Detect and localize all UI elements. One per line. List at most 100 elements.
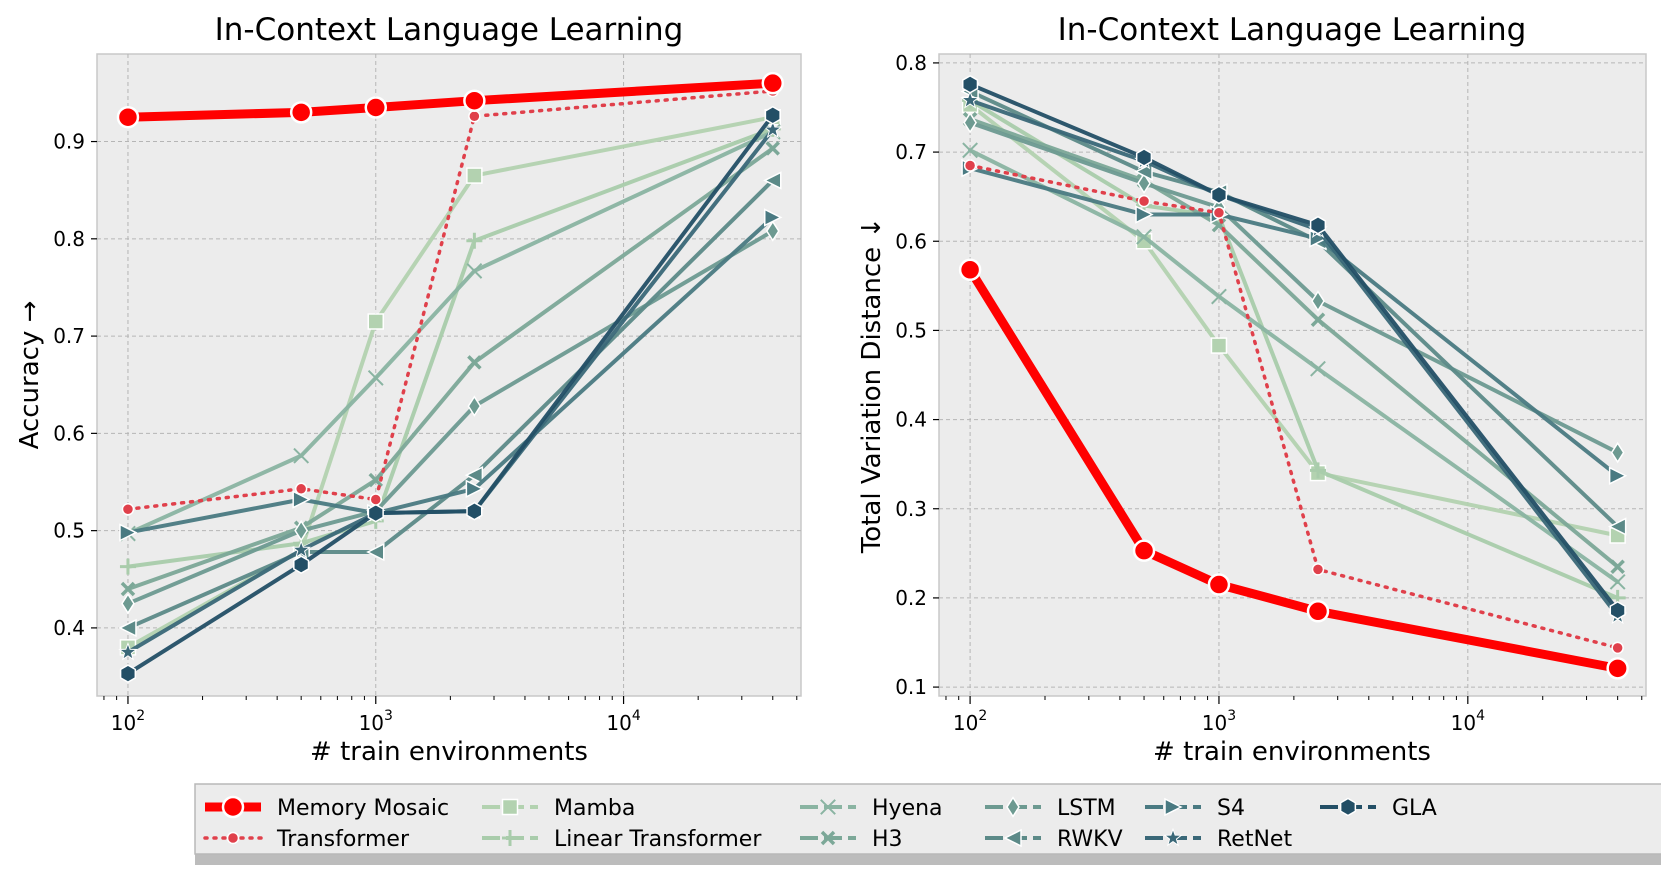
tvd-point-lstm [1610, 441, 1625, 464]
tvd-point-memory-mosaic [1606, 657, 1629, 680]
accuracy-point-h3 [467, 355, 482, 370]
accuracy-point-linear-transformer [119, 558, 136, 575]
legend-marker-lstm [1006, 796, 1020, 818]
legend-marker-h3 [820, 830, 836, 846]
accuracy-point-gla [466, 501, 483, 521]
accuracy-point-memory-mosaic [364, 96, 388, 119]
accuracy-point-transformer [369, 493, 383, 506]
accuracy-y-tick-label: 0.9 [53, 130, 85, 154]
legend-marker-hyena [820, 799, 836, 815]
tvd-gridlines [939, 54, 1646, 696]
accuracy-point-retnet [762, 119, 783, 139]
accuracy-y-tick-label: 0.4 [53, 616, 85, 640]
accuracy-point-lstm [765, 220, 780, 242]
accuracy-x-tick-label: 102 [111, 708, 145, 735]
accuracy-point-rwkv [763, 171, 782, 190]
tvd-point-s4 [1608, 466, 1628, 485]
tvd-y-tick-label: 0.5 [895, 318, 927, 342]
legend: Memory Mosaic Transformer Mamba Linear Tran… [194, 783, 1661, 865]
tvd-point-lstm [1137, 172, 1151, 195]
tvd-x-tick-label: 103 [1202, 708, 1236, 735]
legend-label-hyena: Hyena [872, 796, 943, 821]
accuracy-point-transformer [121, 502, 135, 516]
tvd-point-memory-mosaic [1207, 573, 1231, 596]
legend-marker-linear-transformer [502, 830, 518, 846]
tvd-ticks: 0.1 0.2 0.3 0.4 0.5 0.6 0.7 0.8 102 103 104 [895, 51, 1643, 735]
accuracy-y-tick-label: 0.7 [53, 324, 85, 348]
accuracy-point-linear-transformer [466, 232, 483, 249]
legend-label-gla: GLA [1392, 796, 1437, 821]
tvd-x-axis-label: # train environments [1153, 737, 1431, 767]
accuracy-x-tick-label: 103 [359, 708, 393, 735]
legend-marker-retnet [1163, 827, 1183, 847]
tvd-chart: 0.1 0.2 0.3 0.4 0.5 0.6 0.7 0.8 102 103 104 In-Con… [857, 12, 1647, 767]
tvd-point-retnet [960, 90, 980, 109]
legend-label-rwkv: RWKV [1057, 827, 1123, 852]
accuracy-point-gla [119, 664, 137, 683]
tvd-x-tick-label: 104 [1451, 708, 1485, 735]
legend-marker-memory-mosaic [221, 795, 245, 819]
tvd-y-tick-label: 0.2 [895, 586, 927, 610]
tvd-y-tick-label: 0.1 [895, 675, 927, 699]
legend-label-mamba: Mamba [554, 796, 635, 821]
accuracy-point-memory-mosaic [761, 71, 785, 95]
tvd-point-transformer [1212, 206, 1226, 219]
accuracy-x-tick-label: 104 [606, 708, 640, 735]
accuracy-chart-title: In-Context Language Learning [215, 12, 684, 48]
accuracy-y-axis-label: Accuracy → [15, 301, 45, 450]
legend-label-transformer: Transformer [276, 827, 410, 852]
legend-marker-rwkv [1003, 828, 1022, 848]
accuracy-series-line-transformer [126, 89, 775, 511]
accuracy-point-retnet [118, 641, 138, 661]
accuracy-y-tick-label: 0.6 [53, 421, 85, 445]
tvd-point-hyena [1211, 288, 1227, 305]
accuracy-point-s4 [764, 208, 783, 227]
legend-label-linear-transformer: Linear Transformer [554, 827, 762, 852]
legend-label-retnet: RetNet [1217, 827, 1292, 852]
tvd-point-gla [1210, 185, 1228, 205]
tvd-point-transformer [963, 159, 977, 172]
accuracy-point-hyena [466, 263, 483, 279]
accuracy-point-gla [293, 555, 310, 575]
accuracy-plot-area [96, 53, 802, 697]
tvd-y-tick-label: 0.4 [895, 408, 927, 432]
accuracy-point-s4 [292, 490, 311, 509]
tvd-y-tick-label: 0.3 [895, 497, 927, 521]
legend-marker-gla [1339, 797, 1357, 817]
tvd-chart-title: In-Context Language Learning [1058, 12, 1527, 48]
accuracy-point-s4 [119, 523, 138, 542]
accuracy-point-memory-mosaic [289, 101, 313, 124]
tvd-y-tick-label: 0.7 [895, 140, 927, 164]
legend-marker-transformer [226, 831, 240, 845]
accuracy-point-rwkv [118, 618, 137, 638]
tvd-point-gla [1135, 148, 1153, 167]
accuracy-series [116, 71, 785, 683]
legend-box [194, 783, 1661, 855]
tvd-plot-area [938, 53, 1647, 697]
tvd-point-linear-transformer [1309, 462, 1326, 479]
legend-label-h3: H3 [872, 827, 903, 852]
accuracy-x-axis-label: # train environments [310, 737, 588, 767]
tvd-point-transformer [1611, 641, 1624, 655]
accuracy-point-mamba [466, 167, 483, 184]
accuracy-point-h3 [368, 472, 384, 488]
accuracy-point-s4 [465, 479, 485, 499]
accuracy-point-transformer [468, 110, 481, 123]
tvd-point-memory-mosaic [1306, 600, 1330, 623]
accuracy-point-transformer [294, 482, 308, 496]
accuracy-point-retnet [291, 539, 311, 559]
accuracy-chart: 0.4 0.5 0.6 0.7 0.8 0.9 102 103 104 In-Context L… [15, 12, 802, 767]
tvd-point-hyena [1310, 360, 1326, 377]
accuracy-point-lstm [467, 395, 482, 417]
accuracy-point-gla [367, 503, 384, 523]
accuracy-ticks: 0.4 0.5 0.6 0.7 0.8 0.9 102 103 104 [53, 130, 798, 735]
tvd-point-transformer [1311, 563, 1325, 576]
tvd-point-h3 [1310, 312, 1326, 327]
legend-label-memory-mosaic: Memory Mosaic [277, 796, 449, 821]
tvd-point-transformer [1137, 194, 1151, 208]
accuracy-point-h3 [120, 581, 136, 597]
tvd-point-gla [961, 74, 979, 94]
tvd-point-gla [1609, 601, 1626, 620]
tvd-point-memory-mosaic [958, 258, 982, 282]
